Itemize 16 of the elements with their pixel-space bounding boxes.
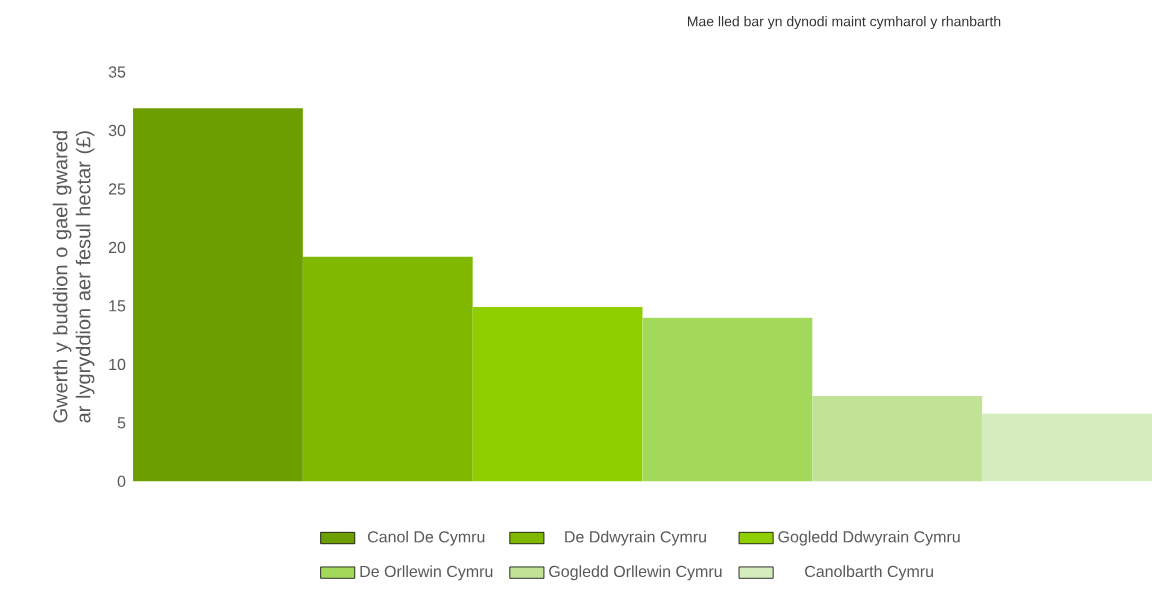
text: Mae lled bar yn dynodi maint cymharol y rhanbarth [687, 16, 1001, 30]
y-tick-label: 10 [109, 358, 126, 371]
legend-label: Gogledd Ddwyrain Cymru [778, 530, 960, 546]
y-tick-label: 15 [109, 300, 126, 312]
legend-label: Canol De Cymru [367, 530, 485, 546]
legend-label: De Ddwyrain Cymru [565, 530, 706, 546]
y-axis-title: Gwerth y buddion o gael gwared ar lygryddion aer fesul hectar (£) [52, 131, 95, 423]
legend-label: De Orllewin Cymru [360, 565, 493, 581]
y-tick-label: 0 [117, 475, 126, 488]
y-tick-label: 30 [108, 124, 126, 137]
y-tick-label: 20 [108, 241, 126, 254]
legend-label: Gogledd Orllewin Cymru [549, 565, 722, 581]
y-tick-label: 35 [108, 66, 126, 78]
y-tick-label: 5 [117, 417, 126, 429]
y-tick-label: 25 [108, 183, 126, 195]
legend-label: Canolbarth Cymru [805, 565, 933, 581]
